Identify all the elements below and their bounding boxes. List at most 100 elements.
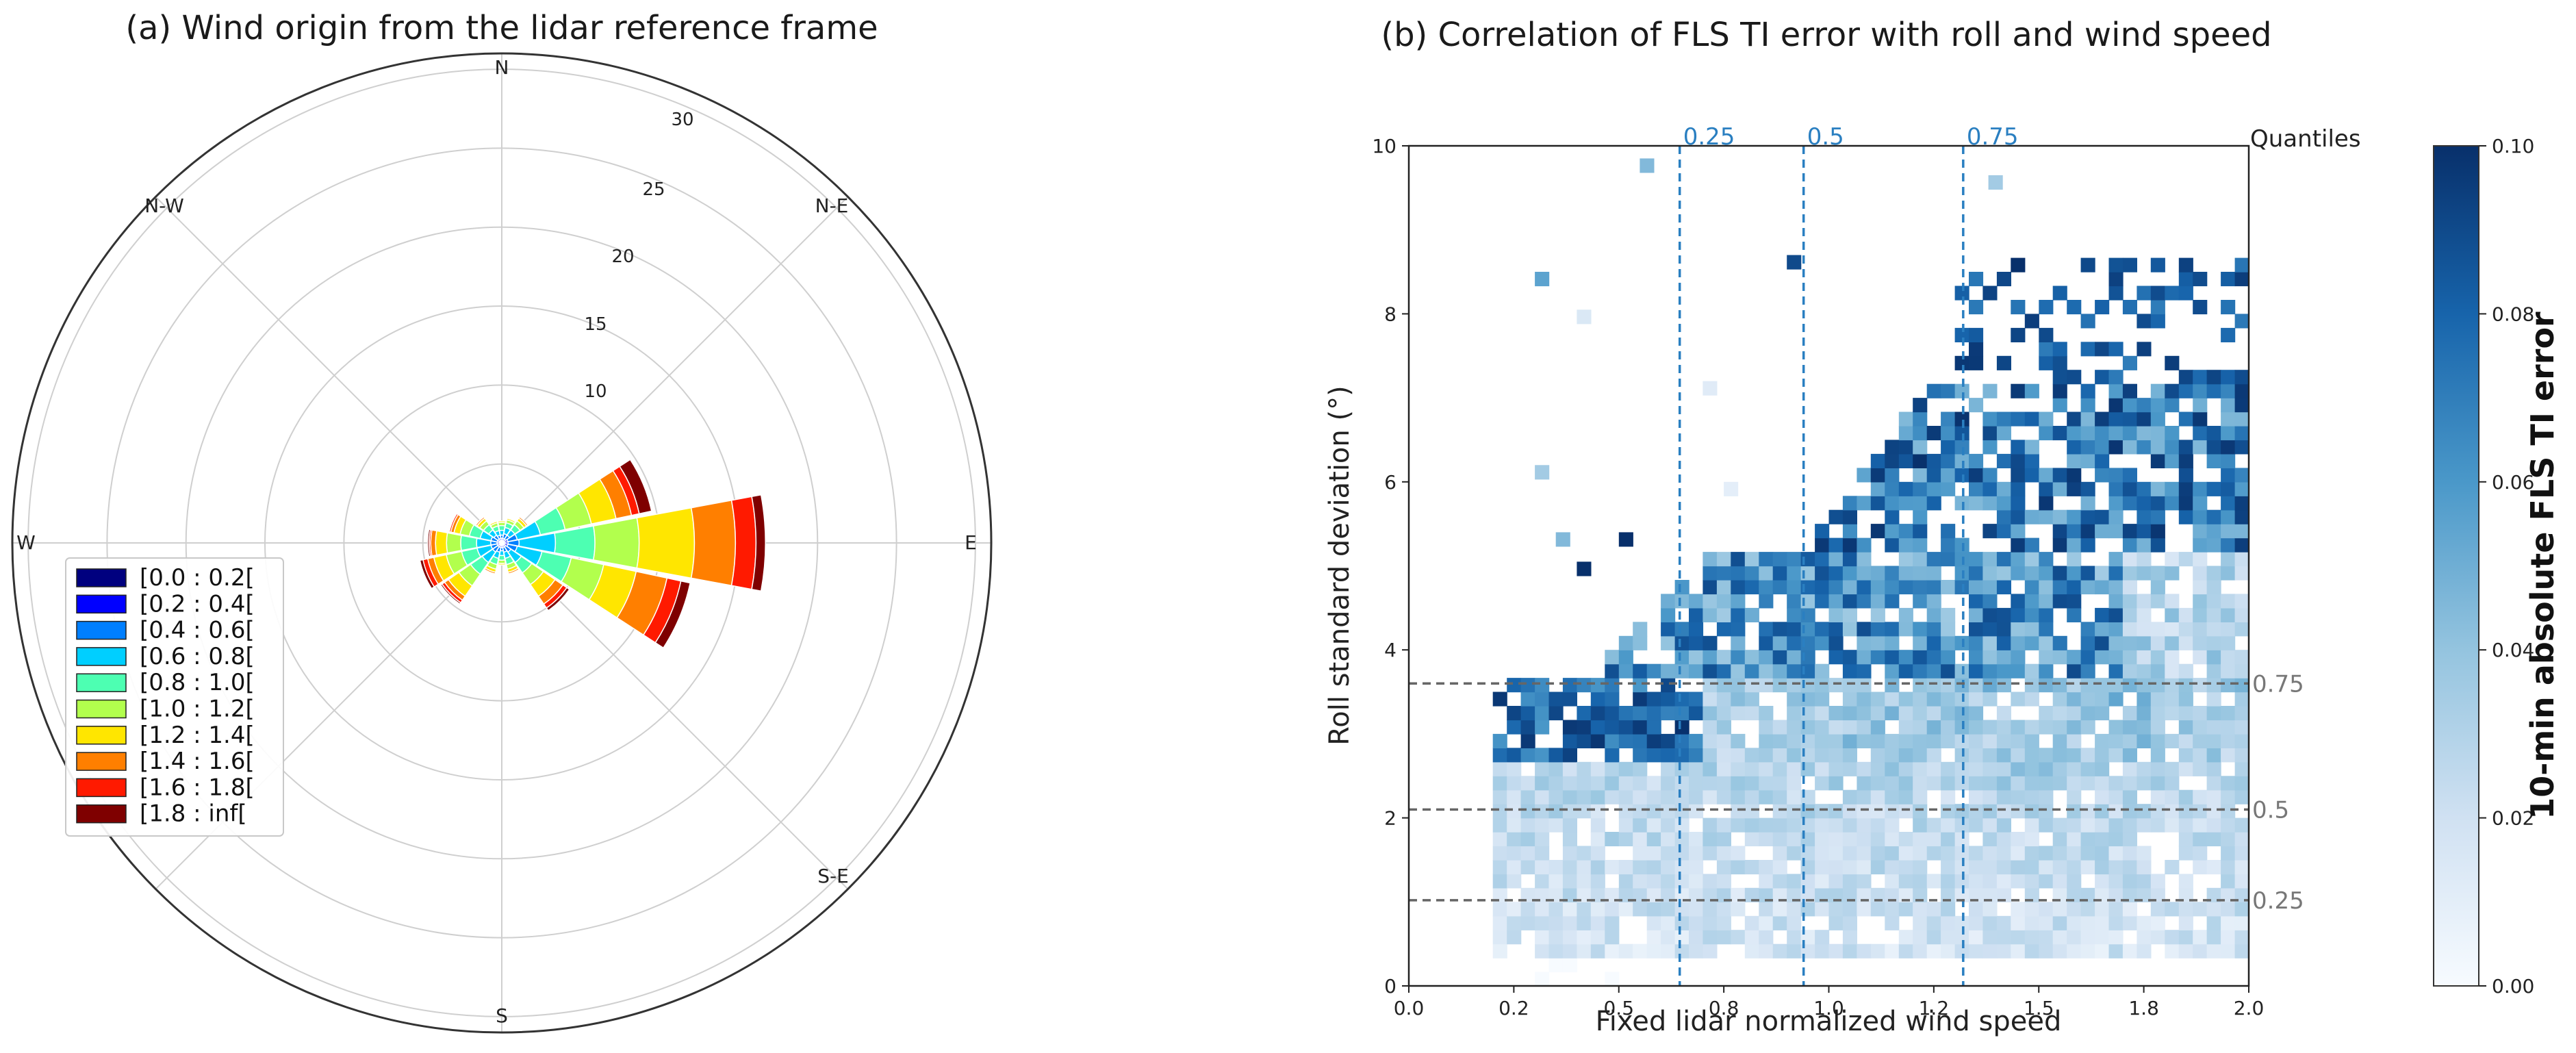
heatmap-cell [1703, 594, 1718, 609]
heatmap-cell [2039, 930, 2054, 945]
rose-bar-dir-270-bin-5 [446, 532, 462, 554]
heatmap-cell [2108, 930, 2124, 945]
heatmap-cell [2080, 930, 2095, 945]
heatmap-cell [2067, 468, 2082, 483]
heatmap-cell [2024, 930, 2039, 945]
heatmap-cell [2165, 902, 2180, 917]
heatmap-cell [1772, 804, 1787, 819]
heatmap-cell [1926, 748, 1941, 763]
heatmap-cell [2080, 342, 2095, 357]
heatmap-cell [2150, 426, 2165, 441]
y-tick-label-3: 6 [1384, 471, 1397, 494]
heatmap-cell [1815, 720, 1830, 735]
heatmap-cell [1913, 846, 1928, 861]
heatmap-cell [1857, 635, 1872, 650]
heatmap-cell [2150, 902, 2165, 917]
heatmap-cell [1689, 607, 1704, 622]
heatmap-cell [1885, 846, 1900, 861]
heatmap-cell [1954, 930, 1969, 945]
heatmap-cell [1815, 832, 1830, 847]
heatmap-cell [1716, 874, 1731, 889]
heatmap-cell [1996, 453, 2011, 468]
heatmap-cell [1646, 930, 1661, 945]
heatmap-cell [2178, 622, 2193, 637]
heatmap-cell [2137, 720, 2152, 735]
rose-bar-dir-292.5-bin-8 [448, 513, 459, 533]
dir-label-se: S-E [817, 865, 849, 887]
heatmap-cell [2067, 552, 2082, 567]
heatmap-cell [1941, 635, 1956, 650]
heatmap-cell [1772, 678, 1787, 693]
radial-tick-10: 10 [584, 381, 607, 402]
legend-label-5: [1.0 : 1.2[ [140, 696, 255, 723]
heatmap-cell [1787, 607, 1802, 622]
legend-label-2: [0.4 : 0.6[ [140, 617, 255, 644]
heatmap-cell [1996, 607, 2011, 622]
heatmap-cell [2178, 635, 2193, 650]
heatmap-cell [1898, 874, 1913, 889]
colorbar-tick-label-3: 0.06 [2492, 471, 2534, 494]
heatmap-cell [1703, 915, 1718, 930]
legend-swatch-5 [76, 699, 127, 719]
heatmap-cell [2024, 915, 2039, 930]
heatmap-cell [2067, 706, 2082, 721]
heatmap-cell [1996, 580, 2011, 595]
heatmap-cell [2095, 887, 2110, 902]
heatmap-cell [1535, 748, 1550, 763]
heatmap-cell [1605, 832, 1620, 847]
rose-bar-dir-90-bin-9 [751, 494, 766, 592]
heatmap-cell [1885, 468, 1900, 483]
heatmap-cell [2178, 902, 2193, 917]
heatmap-cell [1913, 509, 1928, 524]
heatmap-cell [1982, 733, 1998, 748]
radial-tick-25: 25 [642, 179, 665, 200]
heatmap-cells [1492, 158, 2249, 987]
heatmap-cell [1759, 663, 1774, 678]
heatmap-cell [1857, 650, 1872, 665]
heatmap-cell [1941, 678, 1956, 693]
heatmap-cell [1731, 692, 1746, 707]
heatmap-cell [1941, 468, 1956, 483]
heatmap-cell [1548, 706, 1564, 721]
heatmap-cell [2039, 846, 2054, 861]
heatmap-cell [2193, 383, 2208, 398]
heatmap-cell [1828, 635, 1844, 650]
heatmap-cell [1577, 846, 1592, 861]
heatmap-cell [1562, 902, 1577, 917]
heatmap-cell [2178, 496, 2193, 511]
heatmap-cell [2024, 804, 2039, 819]
heatmap-cell [1605, 678, 1620, 693]
heatmap-cell [2108, 594, 2124, 609]
heatmap-cell [1703, 720, 1718, 735]
heatmap-cell [2024, 383, 2039, 398]
heatmap-cell [1703, 706, 1718, 721]
heatmap-cell [1885, 453, 1900, 468]
heatmap-cell [1941, 663, 1956, 678]
heatmap-cell [2221, 481, 2236, 496]
heatmap-cell [2234, 650, 2249, 665]
heatmap-cell [1996, 622, 2011, 637]
heatmap-cell [1646, 887, 1661, 902]
heatmap-cell [1633, 832, 1648, 847]
heatmap-cell [2137, 678, 2152, 693]
heatmap-cell [2206, 566, 2221, 581]
heatmap-cell [1744, 804, 1759, 819]
heatmap-cell [2178, 706, 2193, 721]
heatmap-cell [2206, 761, 2221, 776]
heatmap-cell [2011, 761, 2026, 776]
heatmap-cell [1941, 481, 1956, 496]
heatmap-cell [1744, 817, 1759, 833]
heatmap-cell [2150, 804, 2165, 819]
heatmap-cell [2221, 860, 2236, 875]
heatmap-cell [1969, 902, 1984, 917]
heatmap-cell [2178, 874, 2193, 889]
heatmap-cell [2024, 453, 2039, 468]
heatmap-cell [2080, 509, 2095, 524]
heatmap-cell [1982, 789, 1998, 804]
heatmap-cell [2122, 832, 2137, 847]
heatmap-cell [1759, 706, 1774, 721]
heatmap-cell [2193, 566, 2208, 581]
heatmap-cell [1674, 874, 1689, 889]
heatmap-cell [2178, 286, 2193, 301]
